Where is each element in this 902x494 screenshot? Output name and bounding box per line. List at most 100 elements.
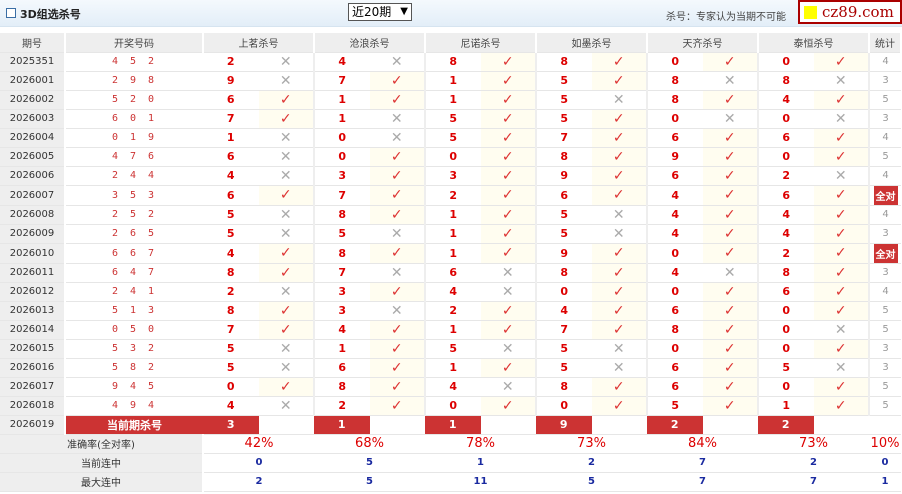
checkbox-icon[interactable]	[6, 8, 16, 18]
result-cell: ✓	[258, 320, 315, 340]
check-icon: ✓	[834, 378, 847, 395]
result-cell: ✓	[480, 396, 537, 416]
kill-number: 9	[536, 243, 592, 264]
site-logo: cz89.com	[798, 0, 902, 24]
cross-icon: ✕	[279, 129, 292, 146]
result-cell: ✕	[258, 166, 315, 186]
kill-number: 6	[647, 128, 703, 148]
summary-label: 当前连中	[0, 453, 204, 473]
result-cell: ✓	[702, 205, 759, 225]
result-cell: ✕	[258, 358, 315, 378]
check-icon: ✓	[501, 225, 514, 242]
kill-number: 0	[647, 52, 703, 72]
current-kill-label: 当前期杀号	[65, 415, 203, 435]
check-icon: ✓	[279, 187, 292, 203]
kill-number: 1	[203, 128, 259, 148]
result-cell: ✓	[480, 205, 537, 225]
stat-cell: 5	[869, 301, 901, 321]
current-kill-number: 2	[647, 415, 703, 435]
result-cell: ✓	[702, 301, 759, 321]
result-cell: ✓	[480, 166, 537, 186]
result-cell: ✓	[813, 224, 870, 244]
result-cell: ✓	[369, 147, 426, 167]
period-cell: 2026007	[0, 185, 66, 206]
kill-number: 8	[536, 52, 592, 72]
period-cell: 2026015	[0, 339, 66, 359]
result-cell: ✓	[702, 358, 759, 378]
period-cell: 2026003	[0, 109, 66, 129]
result-cell: ✕	[369, 263, 426, 283]
table-row: 2026009 2 6 5 5 ✕ 5 ✕ 1 ✓ 5 ✕ 4 ✓ 4 ✓ 3	[0, 224, 901, 244]
summary-label: 最大连中	[0, 472, 204, 492]
current-row: 2026019 当前期杀号 3 1 1 9 2 2	[0, 415, 901, 435]
period-select[interactable]: 近20期 ▼	[348, 3, 412, 21]
result-cell: ✓	[813, 282, 870, 302]
draw-cell: 0 5 0	[65, 320, 203, 340]
result-cell: ✕	[813, 358, 870, 378]
kill-number: 5	[647, 396, 703, 416]
page-title: 3D组选杀号	[20, 8, 81, 21]
kill-number: 5	[536, 90, 592, 110]
result-cell: ✕	[258, 339, 315, 359]
result-cell: ✕	[258, 52, 315, 72]
check-icon: ✓	[279, 321, 292, 338]
kill-number: 3	[314, 282, 370, 302]
kill-number: 4	[203, 166, 259, 186]
cross-icon: ✕	[723, 72, 736, 89]
check-icon: ✓	[834, 148, 847, 165]
check-icon: ✓	[834, 283, 847, 300]
kill-number: 8	[314, 377, 370, 397]
cross-icon: ✕	[834, 321, 847, 338]
draw-cell: 2 6 5	[65, 224, 203, 244]
result-cell: ✕	[369, 52, 426, 72]
kill-number: 4	[647, 185, 703, 206]
kill-number: 6	[647, 166, 703, 186]
check-icon: ✓	[723, 206, 736, 223]
period-cell: 2026001	[0, 71, 66, 91]
check-icon: ✓	[723, 129, 736, 146]
kill-number: 8	[536, 147, 592, 167]
check-icon: ✓	[612, 321, 625, 338]
check-icon: ✓	[612, 187, 625, 203]
check-icon: ✓	[390, 321, 403, 338]
kill-number: 0	[758, 339, 814, 359]
kill-number: 6	[647, 301, 703, 321]
result-cell: ✓	[480, 109, 537, 129]
result-cell: ✓	[702, 243, 759, 264]
hit-count: 4	[882, 56, 889, 67]
check-icon: ✓	[834, 397, 847, 414]
summary-value: 2	[758, 453, 869, 473]
check-icon: ✓	[723, 340, 736, 357]
kill-number: 1	[425, 205, 481, 225]
kill-number: 7	[203, 320, 259, 340]
col-stat: 统计	[869, 33, 902, 53]
result-cell: ✓	[813, 185, 870, 206]
empty-cell	[591, 415, 647, 435]
current-kill-number: 9	[536, 415, 592, 435]
cross-icon: ✕	[390, 264, 403, 281]
summary-value: 5	[536, 472, 647, 492]
kill-note: 杀号：专家认为当期不可能	[666, 12, 786, 23]
kill-number: 8	[536, 263, 592, 283]
cross-icon: ✕	[279, 167, 292, 184]
check-icon: ✓	[723, 321, 736, 338]
kill-number: 5	[203, 339, 259, 359]
result-cell: ✓	[369, 71, 426, 91]
kill-number: 6	[203, 90, 259, 110]
hit-count: 3	[882, 75, 889, 86]
result-cell: ✓	[480, 90, 537, 110]
check-icon: ✓	[390, 340, 403, 357]
kill-number: 6	[758, 282, 814, 302]
result-cell: ✓	[813, 147, 870, 167]
kill-number: 0	[647, 282, 703, 302]
kill-number: 3	[314, 166, 370, 186]
cross-icon: ✕	[390, 302, 403, 319]
draw-cell: 0 1 9	[65, 128, 203, 148]
table-row: 2026010 6 6 7 4 ✓ 8 ✓ 1 ✓ 9 ✓ 0 ✓ 2 ✓ 全对	[0, 243, 901, 264]
summary-value: 7	[647, 453, 758, 473]
result-cell: ✕	[480, 339, 537, 359]
result-cell: ✓	[813, 301, 870, 321]
check-icon: ✓	[612, 302, 625, 319]
summary-value: 1	[869, 472, 901, 492]
col-expert: 上茗杀号	[203, 33, 315, 53]
